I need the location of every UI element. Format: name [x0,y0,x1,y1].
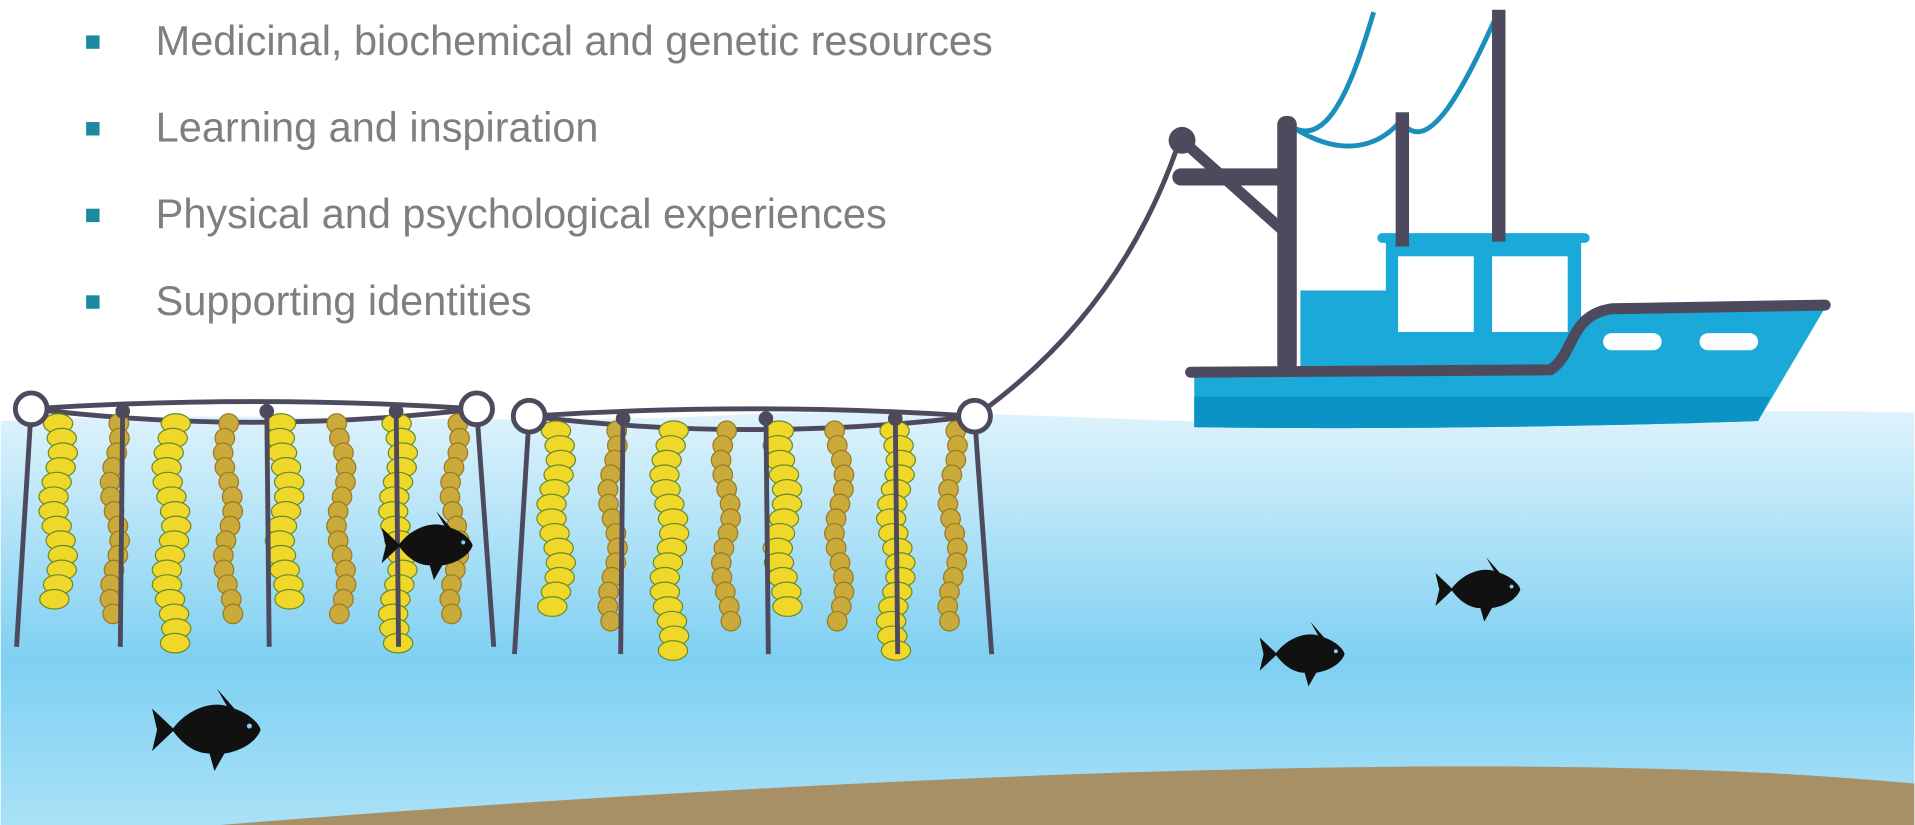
float [461,393,493,425]
float [15,393,47,425]
seaweed-leaf [658,641,687,661]
seaweed-leaf [538,597,567,617]
seaweed-leaf [160,633,189,653]
net-rope [31,402,476,409]
net-knot [389,404,404,419]
float [959,400,991,432]
seaweed-leaf [827,611,847,631]
net-knot [115,404,130,419]
mast [1277,116,1297,372]
net-knot [888,411,903,426]
page-body: {"bullets": ["Medicinal, biochemical and… [0,0,1915,825]
seaweed-leaf [601,611,621,631]
bullet-marker [86,35,99,48]
seaweed-leaf [330,604,350,624]
net-pole [895,411,897,654]
cabin-roof [1377,233,1589,243]
boat [977,10,1825,428]
bullet-list: Medicinal, biochemical and genetic resou… [86,17,993,324]
bullet-text: Supporting identities [156,277,532,324]
pulley [1169,127,1196,154]
bullet-marker [86,122,99,135]
seaweed-leaf [773,597,802,617]
seaweed-leaf [721,611,741,631]
cabin [1300,290,1392,368]
net-pole [621,411,623,654]
seaweed-leaf [275,589,304,609]
rigging [1294,12,1373,131]
net-pole [120,404,122,647]
porthole [1700,333,1759,350]
bullet-marker [86,209,99,222]
net-pole [267,404,269,647]
bullet-text: Physical and psychological experiences [156,190,887,237]
float [513,400,545,432]
seaweed-leaf [223,604,243,624]
bullet-text: Medicinal, biochemical and genetic resou… [156,17,993,64]
window [1398,256,1474,332]
bullet-text: Learning and inspiration [156,104,599,151]
mast [1396,112,1409,246]
net-pole [766,411,768,654]
page: Slide html, body { margin: 0; padding: 0… [0,0,1915,825]
net-knot [259,404,274,419]
mast [1492,10,1505,242]
tow-line [977,144,1178,415]
seaweed-leaf [442,604,462,624]
seaweed-leaf [940,611,960,631]
net-pole [396,404,398,647]
window [1492,256,1568,332]
seaweed-leaf [40,589,69,609]
rigging [1402,12,1498,132]
boom [1182,140,1285,232]
bullet-marker [86,295,99,308]
net-knot [759,411,774,426]
porthole [1603,333,1662,350]
slide: Medicinal, biochemical and genetic resou… [0,0,1915,825]
net-knot [616,411,631,426]
